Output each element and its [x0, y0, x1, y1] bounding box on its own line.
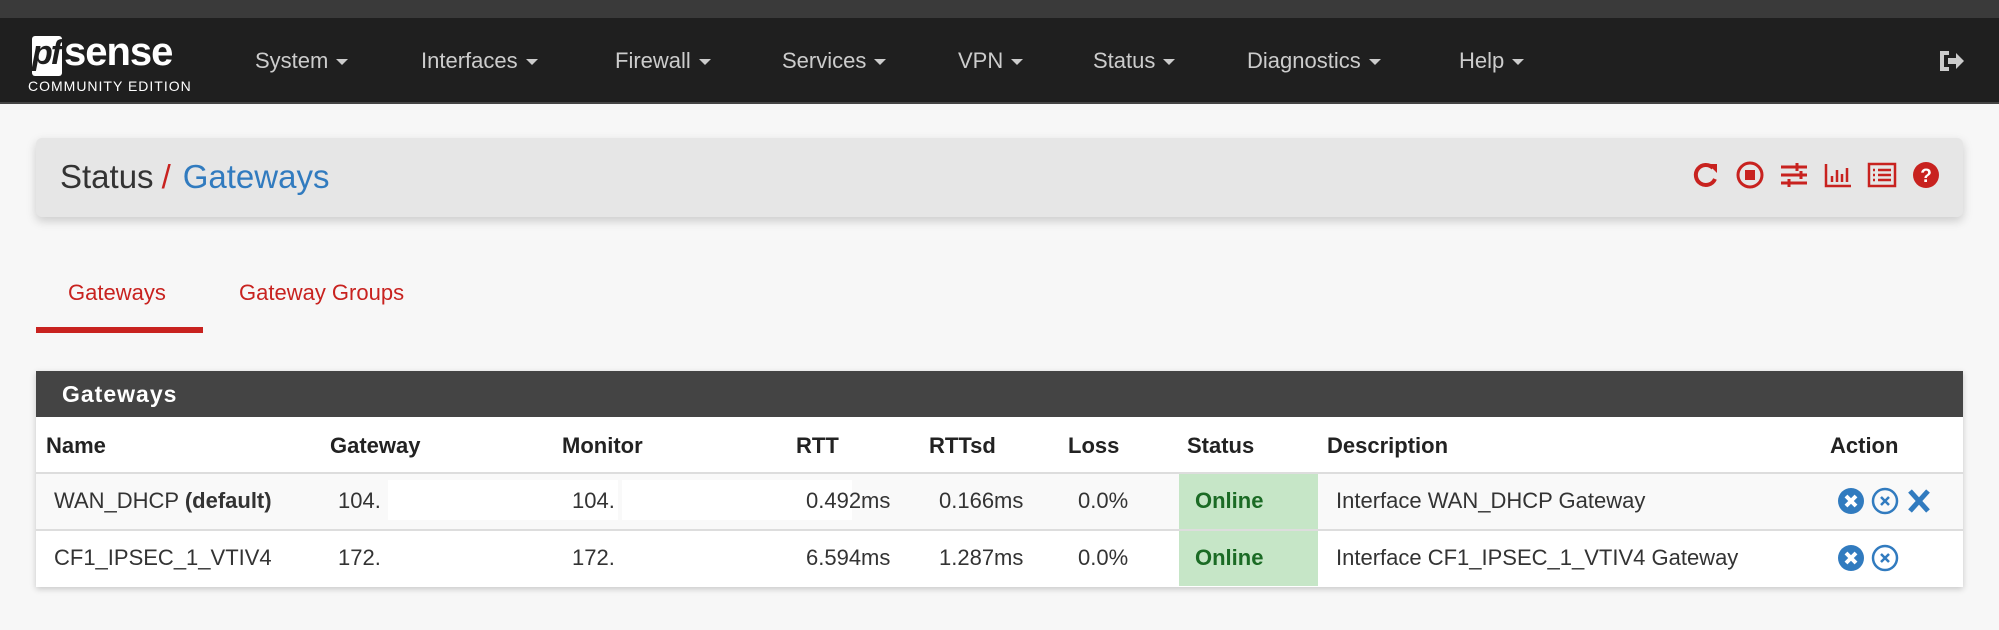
nav-label: Firewall [615, 48, 691, 73]
nav-status[interactable]: Status [1093, 48, 1176, 74]
sign-out-icon[interactable] [1936, 46, 1966, 76]
breadcrumb: Status / Gateways [60, 158, 329, 196]
rttsd: 0.166ms [939, 488, 1024, 513]
monitor-ip: 104. [572, 488, 615, 513]
delete-icon[interactable] [1904, 486, 1934, 516]
logo-edition: COMMUNITY EDITION [28, 78, 192, 94]
col-description: Description [1327, 433, 1449, 458]
table-row: CF1_IPSEC_1_VTIV4 172. 172. 6.594ms 1.28… [36, 529, 1963, 586]
list-icon[interactable] [1867, 160, 1897, 190]
reload-icon[interactable] [1691, 160, 1721, 190]
col-rtt: RTT [796, 433, 839, 458]
kill-states-icon[interactable] [1870, 486, 1900, 516]
nav-label: Diagnostics [1247, 48, 1361, 73]
stop-circle-icon[interactable] [1735, 160, 1765, 190]
breadcrumb-icons: ? [1691, 160, 1941, 190]
name-text: WAN_DHCP [54, 488, 179, 513]
col-loss: Loss [1068, 433, 1120, 458]
caret-down-icon [698, 59, 711, 66]
nav-label: Status [1093, 48, 1156, 73]
navbar: pf sense COMMUNITY EDITION System Interf… [0, 18, 1999, 104]
description: Interface CF1_IPSEC_1_VTIV4 Gateway [1336, 545, 1739, 570]
nav-vpn[interactable]: VPN [958, 48, 1024, 74]
nav-system[interactable]: System [255, 48, 349, 74]
rttsd: 1.287ms [939, 545, 1024, 570]
col-rttsd: RTTsd [929, 433, 996, 458]
nav-firewall[interactable]: Firewall [615, 48, 711, 74]
nav-interfaces[interactable]: Interfaces [421, 48, 538, 74]
nav-label: Services [782, 48, 867, 73]
logo-pf: pf [32, 34, 62, 72]
col-status: Status [1187, 433, 1255, 458]
description: Interface WAN_DHCP Gateway [1336, 488, 1646, 513]
panel-title: Gateways [36, 371, 1963, 417]
status-badge: Online [1179, 531, 1318, 586]
breadcrumb-separator: / [161, 158, 171, 195]
nav-label: VPN [958, 48, 1004, 73]
caret-down-icon [1512, 59, 1525, 66]
gateway-ip: 104. [338, 488, 381, 513]
caret-down-icon [525, 59, 538, 66]
nav-services[interactable]: Services [782, 48, 887, 74]
status-text: Online [1195, 545, 1264, 570]
nav-label: System [255, 48, 329, 73]
breadcrumb-parent[interactable]: Status [60, 158, 154, 195]
gateway-name: WAN_DHCP (default) [54, 488, 272, 514]
caret-down-icon [1163, 59, 1176, 66]
active-tab-indicator [36, 327, 203, 333]
sliders-icon[interactable] [1779, 160, 1809, 190]
redaction [622, 480, 852, 520]
default-label: (default) [184, 488, 272, 513]
gateway-name: CF1_IPSEC_1_VTIV4 [54, 545, 272, 570]
kill-states-icon[interactable] [1870, 543, 1900, 573]
col-monitor: Monitor [562, 433, 643, 458]
bar-chart-icon[interactable] [1823, 160, 1853, 190]
loss: 0.0% [1078, 488, 1129, 513]
actions [1836, 486, 1934, 516]
gateway-ip: 172. [338, 545, 381, 570]
nav-help[interactable]: Help [1459, 48, 1525, 74]
pfsense-logo[interactable]: pf sense COMMUNITY EDITION [28, 30, 208, 96]
rtt: 6.594ms [806, 545, 891, 570]
nav-label: Interfaces [421, 48, 518, 73]
monitor-ip: 172. [572, 545, 615, 570]
col-name: Name [46, 433, 106, 458]
nav-diagnostics[interactable]: Diagnostics [1247, 48, 1381, 74]
logo-sense: sense [64, 30, 173, 74]
caret-down-icon [874, 59, 887, 66]
svg-text:?: ? [1920, 166, 1932, 187]
help-icon[interactable]: ? [1911, 160, 1941, 190]
mark-down-icon[interactable] [1836, 486, 1866, 516]
caret-down-icon [336, 59, 349, 66]
breadcrumb-bar: Status / Gateways ? [36, 138, 1963, 217]
breadcrumb-current[interactable]: Gateways [182, 158, 330, 195]
caret-down-icon [1011, 59, 1024, 66]
browser-strip [0, 0, 1999, 18]
tab-gateway-groups[interactable]: Gateway Groups [239, 280, 405, 305]
gateways-panel: Gateways Name Gateway Monitor RTT RTTsd … [36, 371, 1963, 587]
caret-down-icon [1368, 59, 1381, 66]
tab-gateways[interactable]: Gateways [68, 280, 166, 305]
col-gateway: Gateway [330, 433, 421, 458]
logo-mark [32, 36, 62, 76]
rtt: 0.492ms [806, 488, 891, 513]
actions [1836, 543, 1900, 573]
status-badge: Online [1179, 474, 1318, 529]
status-text: Online [1195, 488, 1264, 513]
table-row: WAN_DHCP (default) 104. 104. 0.492ms 0.1… [36, 472, 1963, 529]
redaction [388, 480, 618, 520]
loss: 0.0% [1078, 545, 1129, 570]
mark-down-icon[interactable] [1836, 543, 1866, 573]
nav-label: Help [1459, 48, 1505, 73]
col-action: Action [1830, 433, 1899, 458]
